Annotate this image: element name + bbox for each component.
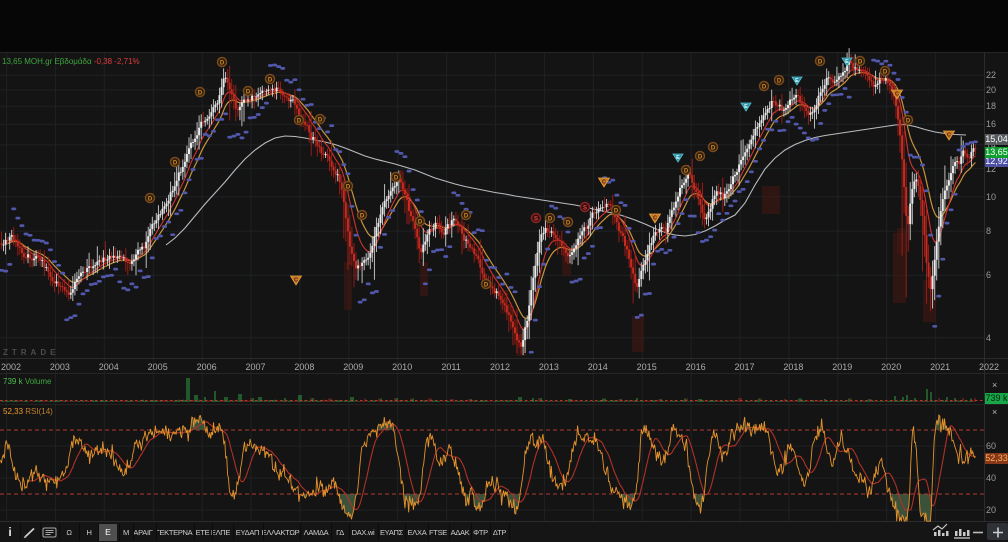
svg-text:D: D <box>198 90 203 96</box>
svg-text:C: C <box>602 180 606 186</box>
svg-text:C: C <box>294 278 298 284</box>
svg-text:E: E <box>676 155 680 161</box>
svg-text:D: D <box>148 196 153 202</box>
svg-text:D: D <box>220 60 225 66</box>
svg-text:D: D <box>614 208 619 214</box>
svg-text:D: D <box>883 69 888 75</box>
svg-text:D: D <box>394 175 399 181</box>
svg-text:D: D <box>777 78 782 84</box>
svg-text:D: D <box>818 59 823 65</box>
svg-text:i: i <box>8 525 11 539</box>
svg-text:D: D <box>711 145 716 151</box>
svg-text:D: D <box>268 77 273 83</box>
svg-text:D: D <box>484 282 489 288</box>
svg-text:D: D <box>684 168 689 174</box>
svg-text:D: D <box>418 219 423 225</box>
svg-text:E: E <box>795 78 799 84</box>
svg-text:D: D <box>360 213 365 219</box>
svg-text:S: S <box>583 205 587 211</box>
svg-text:D: D <box>173 160 178 166</box>
svg-text:E: E <box>845 59 849 65</box>
svg-text:S: S <box>534 216 538 222</box>
svg-text:D: D <box>548 216 553 222</box>
svg-text:D: D <box>246 89 251 95</box>
svg-text:D: D <box>318 117 323 123</box>
svg-text:D: D <box>297 118 302 124</box>
svg-text:C: C <box>947 133 951 139</box>
svg-text:D: D <box>762 84 767 90</box>
svg-text:D: D <box>346 184 351 190</box>
svg-text:D: D <box>566 220 571 226</box>
svg-text:C: C <box>895 92 899 98</box>
svg-text:D: D <box>464 213 469 219</box>
svg-text:D: D <box>906 118 911 124</box>
svg-text:C: C <box>653 216 657 222</box>
svg-text:D: D <box>858 59 863 65</box>
svg-text:D: D <box>698 154 703 160</box>
svg-text:E: E <box>744 104 748 110</box>
